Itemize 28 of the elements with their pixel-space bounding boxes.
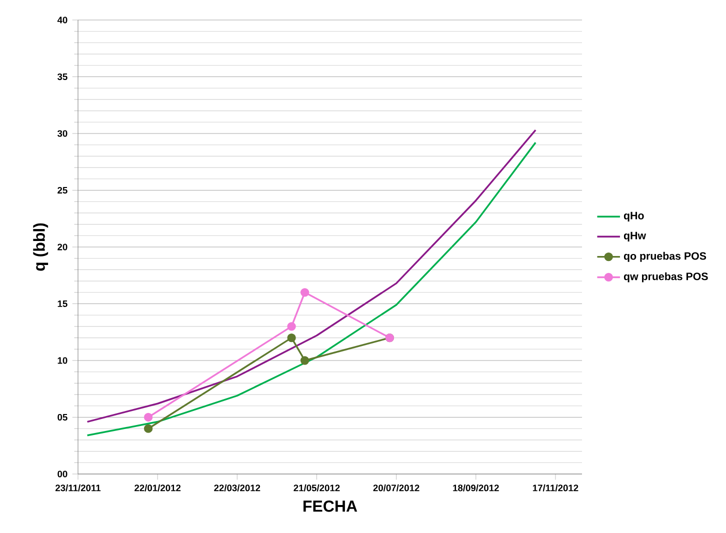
legend-label: qHw [624, 232, 646, 242]
point [300, 356, 310, 365]
x-tick-label: 20/07/2012 [373, 484, 420, 492]
x-tick-label: 23/11/2011 [55, 484, 101, 492]
y-tick-label: 40 [57, 16, 68, 24]
point [144, 424, 153, 433]
point [287, 333, 296, 342]
x-tick-label: 21/05/2012 [294, 484, 340, 492]
y-tick-label: 05 [58, 414, 68, 420]
y-tick-label: 10 [58, 357, 68, 364]
y-tick-label: 25 [58, 186, 68, 194]
x-tick-label: 22/01/2012 [134, 484, 181, 492]
x-tick-label: 18/09/2012 [453, 484, 499, 492]
legend-label: qo pruebas POS [624, 252, 706, 262]
y-tick-label: 15 [58, 300, 68, 307]
y-tick-label: 00 [58, 470, 68, 478]
point [300, 288, 310, 297]
legend-label: qHo [624, 212, 644, 222]
point [144, 412, 153, 422]
x-tick-label: 22/03/2012 [214, 484, 260, 492]
y-tick-label: 35 [57, 73, 68, 80]
y-tick-label: 20 [58, 244, 68, 250]
legend-label: qw pruebas POS [624, 272, 708, 282]
y-axis-title: q (bbl) [33, 223, 48, 271]
x-axis-title: FECHA [304, 500, 358, 512]
point [287, 322, 296, 331]
y-tick-label: 30 [57, 130, 68, 137]
x-tick-label: 17/11/2012 [532, 484, 578, 492]
